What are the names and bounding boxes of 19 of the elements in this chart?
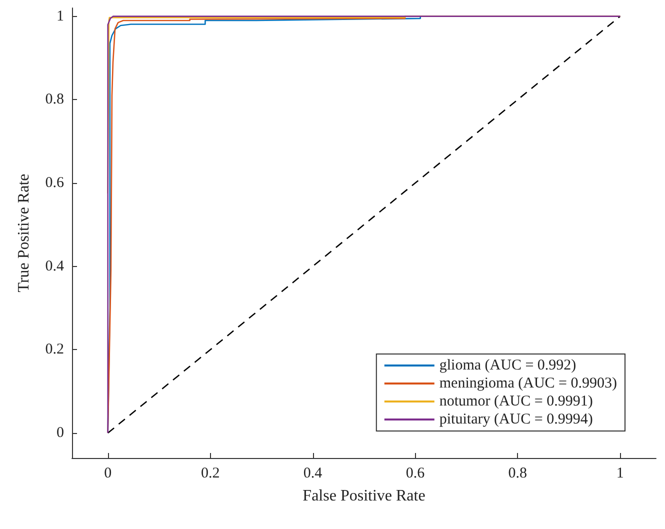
x-tick-label: 1 bbox=[616, 466, 624, 482]
x-axis-title: False Positive Rate bbox=[302, 488, 426, 504]
y-tick-label: 0.2 bbox=[45, 342, 64, 358]
legend-label: glioma (AUC = 0.992) bbox=[439, 358, 576, 374]
x-tick-label: 0.2 bbox=[200, 466, 220, 482]
legend-label: pituitary (AUC = 0.9994) bbox=[439, 412, 593, 428]
y-tick-label: 1 bbox=[56, 8, 64, 24]
y-tick-label: 0 bbox=[56, 425, 64, 441]
y-axis-title: True Positive Rate bbox=[16, 174, 32, 292]
x-tick-label: 0.4 bbox=[303, 466, 323, 482]
legend-label: notumor (AUC = 0.9991) bbox=[439, 394, 593, 410]
legend-label: meningioma (AUC = 0.9903) bbox=[439, 376, 618, 392]
y-tick-label: 0.4 bbox=[45, 258, 64, 274]
y-tick-label: 0.8 bbox=[45, 92, 64, 108]
x-tick-label: 0.6 bbox=[406, 466, 426, 482]
x-tick-label: 0.8 bbox=[508, 466, 528, 482]
line-series bbox=[107, 16, 621, 434]
y-tick-label: 0.6 bbox=[45, 175, 64, 191]
x-tick-label: 0 bbox=[104, 466, 112, 482]
